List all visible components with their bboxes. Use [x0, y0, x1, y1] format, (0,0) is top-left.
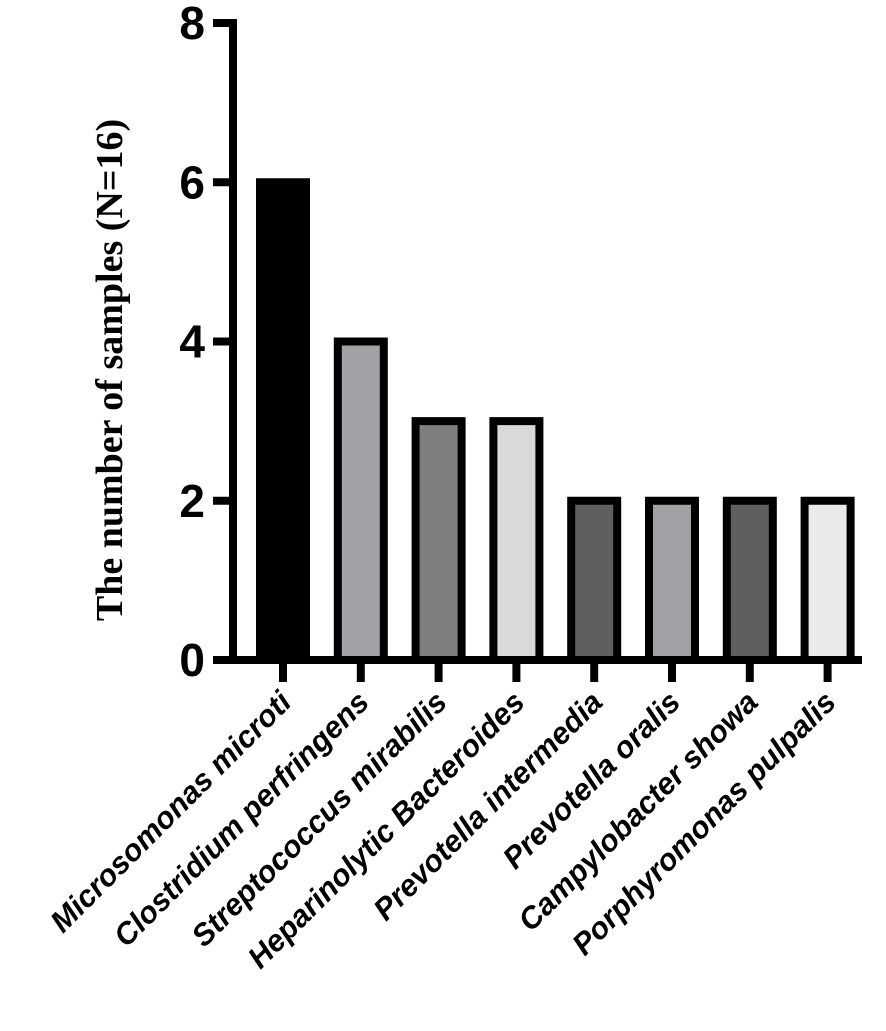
bars-group [256, 178, 855, 664]
bar-2 [333, 337, 388, 664]
bar-7 [722, 496, 777, 664]
bar-3 [411, 417, 466, 664]
bar-8 [800, 496, 855, 664]
bar-6 [645, 496, 699, 664]
bar-4 [489, 417, 544, 664]
y-tick-label: 0 [179, 634, 205, 686]
y-tick-label: 2 [179, 475, 205, 527]
y-tick-label: 6 [179, 156, 205, 208]
y-tick-label: 8 [179, 0, 205, 49]
bar-5 [567, 496, 622, 664]
y-axis-label: The number of samples (N=16) [89, 119, 131, 621]
bar-1 [256, 178, 310, 664]
y-tick-label: 4 [179, 316, 205, 368]
y-ticks-group: 0 2 4 6 8 [179, 0, 233, 686]
